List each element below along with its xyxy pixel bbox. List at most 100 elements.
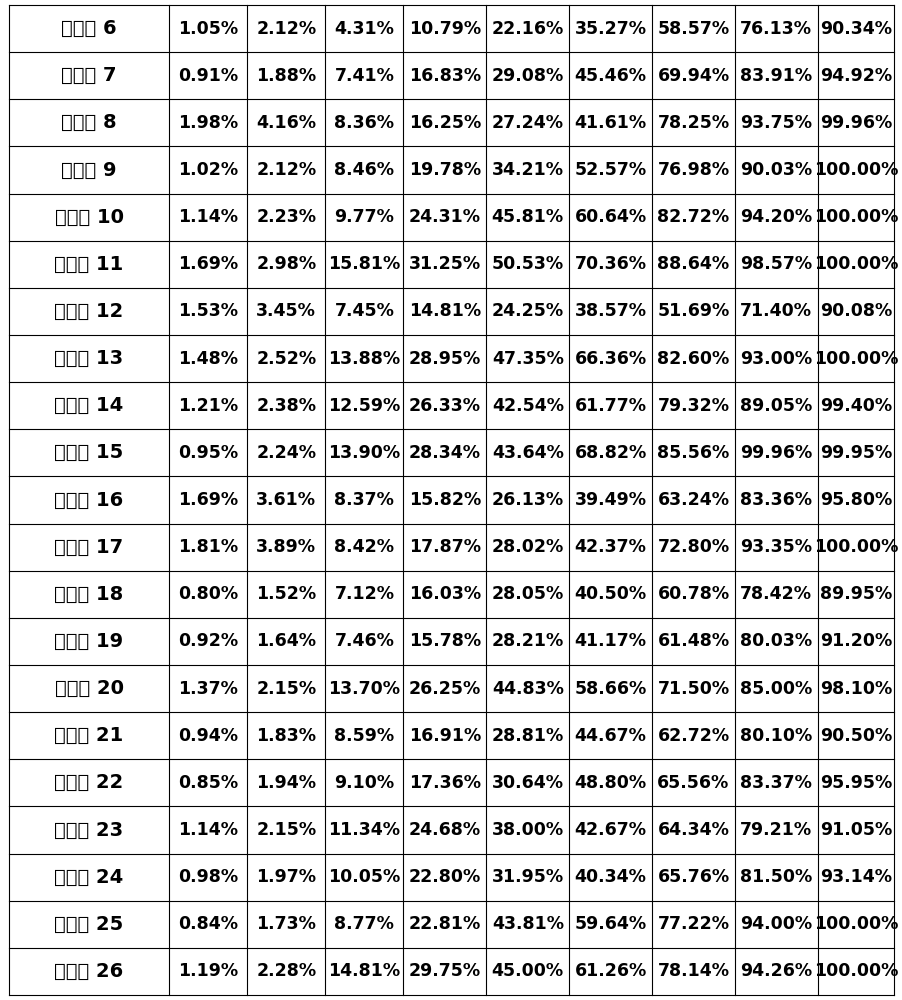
Text: 1.02%: 1.02% [178, 161, 238, 179]
Text: 实施例 9: 实施例 9 [61, 160, 116, 179]
Text: 83.36%: 83.36% [740, 491, 812, 509]
Text: 12.59%: 12.59% [328, 397, 400, 415]
Text: 69.94%: 69.94% [657, 67, 729, 85]
Text: 90.03%: 90.03% [740, 161, 812, 179]
Text: 61.77%: 61.77% [574, 397, 646, 415]
Text: 1.64%: 1.64% [256, 632, 316, 650]
Text: 94.26%: 94.26% [740, 962, 812, 980]
Text: 100.00%: 100.00% [813, 350, 897, 368]
Text: 63.24%: 63.24% [657, 491, 729, 509]
Text: 4.16%: 4.16% [256, 114, 316, 132]
Text: 100.00%: 100.00% [813, 161, 897, 179]
Text: 实施例 19: 实施例 19 [54, 632, 124, 651]
Text: 2.28%: 2.28% [256, 962, 316, 980]
Text: 80.10%: 80.10% [740, 727, 812, 745]
Text: 2.98%: 2.98% [256, 255, 316, 273]
Text: 22.16%: 22.16% [491, 20, 563, 38]
Text: 1.69%: 1.69% [178, 491, 238, 509]
Text: 1.52%: 1.52% [256, 585, 316, 603]
Text: 45.81%: 45.81% [492, 208, 563, 226]
Text: 61.48%: 61.48% [657, 632, 729, 650]
Text: 16.25%: 16.25% [409, 114, 481, 132]
Text: 1.14%: 1.14% [178, 208, 238, 226]
Text: 7.45%: 7.45% [334, 302, 394, 320]
Text: 实施例 14: 实施例 14 [54, 396, 124, 415]
Text: 59.64%: 59.64% [574, 915, 646, 933]
Text: 8.77%: 8.77% [334, 915, 394, 933]
Text: 2.15%: 2.15% [256, 680, 316, 698]
Text: 1.98%: 1.98% [178, 114, 238, 132]
Text: 48.80%: 48.80% [574, 774, 646, 792]
Text: 31.95%: 31.95% [492, 868, 563, 886]
Text: 实施例 21: 实施例 21 [54, 726, 124, 745]
Text: 89.95%: 89.95% [819, 585, 891, 603]
Text: 38.00%: 38.00% [492, 821, 563, 839]
Text: 7.46%: 7.46% [334, 632, 394, 650]
Text: 93.14%: 93.14% [819, 868, 891, 886]
Text: 94.20%: 94.20% [740, 208, 812, 226]
Text: 28.95%: 28.95% [409, 350, 481, 368]
Text: 24.31%: 24.31% [409, 208, 481, 226]
Text: 17.36%: 17.36% [409, 774, 481, 792]
Text: 3.45%: 3.45% [256, 302, 316, 320]
Text: 1.48%: 1.48% [178, 350, 238, 368]
Text: 41.61%: 41.61% [574, 114, 646, 132]
Text: 83.37%: 83.37% [740, 774, 811, 792]
Text: 2.12%: 2.12% [256, 20, 316, 38]
Text: 81.50%: 81.50% [740, 868, 812, 886]
Text: 58.66%: 58.66% [574, 680, 646, 698]
Text: 58.57%: 58.57% [657, 20, 729, 38]
Text: 93.75%: 93.75% [740, 114, 812, 132]
Text: 83.91%: 83.91% [740, 67, 812, 85]
Text: 29.75%: 29.75% [409, 962, 481, 980]
Text: 2.12%: 2.12% [256, 161, 316, 179]
Text: 77.22%: 77.22% [657, 915, 729, 933]
Text: 实施例 13: 实施例 13 [54, 349, 124, 368]
Text: 4.31%: 4.31% [334, 20, 394, 38]
Text: 42.67%: 42.67% [574, 821, 646, 839]
Text: 94.00%: 94.00% [740, 915, 812, 933]
Text: 实施例 8: 实施例 8 [61, 113, 116, 132]
Text: 实施例 16: 实施例 16 [54, 490, 124, 510]
Text: 16.91%: 16.91% [409, 727, 481, 745]
Text: 30.64%: 30.64% [492, 774, 563, 792]
Text: 41.17%: 41.17% [574, 632, 646, 650]
Text: 8.59%: 8.59% [334, 727, 394, 745]
Text: 42.54%: 42.54% [492, 397, 563, 415]
Text: 64.34%: 64.34% [657, 821, 729, 839]
Text: 91.20%: 91.20% [819, 632, 891, 650]
Text: 79.21%: 79.21% [740, 821, 812, 839]
Text: 60.78%: 60.78% [657, 585, 729, 603]
Text: 85.00%: 85.00% [740, 680, 812, 698]
Text: 2.38%: 2.38% [256, 397, 316, 415]
Text: 68.82%: 68.82% [574, 444, 646, 462]
Text: 1.69%: 1.69% [178, 255, 238, 273]
Text: 1.73%: 1.73% [256, 915, 316, 933]
Text: 1.21%: 1.21% [178, 397, 238, 415]
Text: 40.34%: 40.34% [574, 868, 646, 886]
Text: 90.08%: 90.08% [819, 302, 891, 320]
Text: 实施例 18: 实施例 18 [54, 585, 124, 604]
Text: 3.89%: 3.89% [256, 538, 316, 556]
Text: 61.26%: 61.26% [574, 962, 646, 980]
Text: 1.88%: 1.88% [256, 67, 316, 85]
Text: 10.05%: 10.05% [328, 868, 400, 886]
Text: 9.77%: 9.77% [334, 208, 394, 226]
Text: 51.69%: 51.69% [657, 302, 729, 320]
Text: 65.76%: 65.76% [657, 868, 729, 886]
Text: 94.92%: 94.92% [819, 67, 891, 85]
Text: 28.34%: 28.34% [409, 444, 481, 462]
Text: 1.14%: 1.14% [178, 821, 238, 839]
Text: 95.95%: 95.95% [819, 774, 891, 792]
Text: 17.87%: 17.87% [409, 538, 481, 556]
Text: 1.53%: 1.53% [178, 302, 238, 320]
Text: 7.12%: 7.12% [334, 585, 394, 603]
Text: 14.81%: 14.81% [409, 302, 481, 320]
Text: 72.80%: 72.80% [657, 538, 729, 556]
Text: 42.37%: 42.37% [574, 538, 646, 556]
Text: 16.83%: 16.83% [409, 67, 481, 85]
Text: 98.57%: 98.57% [740, 255, 812, 273]
Text: 实施例 23: 实施例 23 [54, 820, 124, 839]
Text: 71.50%: 71.50% [657, 680, 729, 698]
Text: 2.52%: 2.52% [256, 350, 316, 368]
